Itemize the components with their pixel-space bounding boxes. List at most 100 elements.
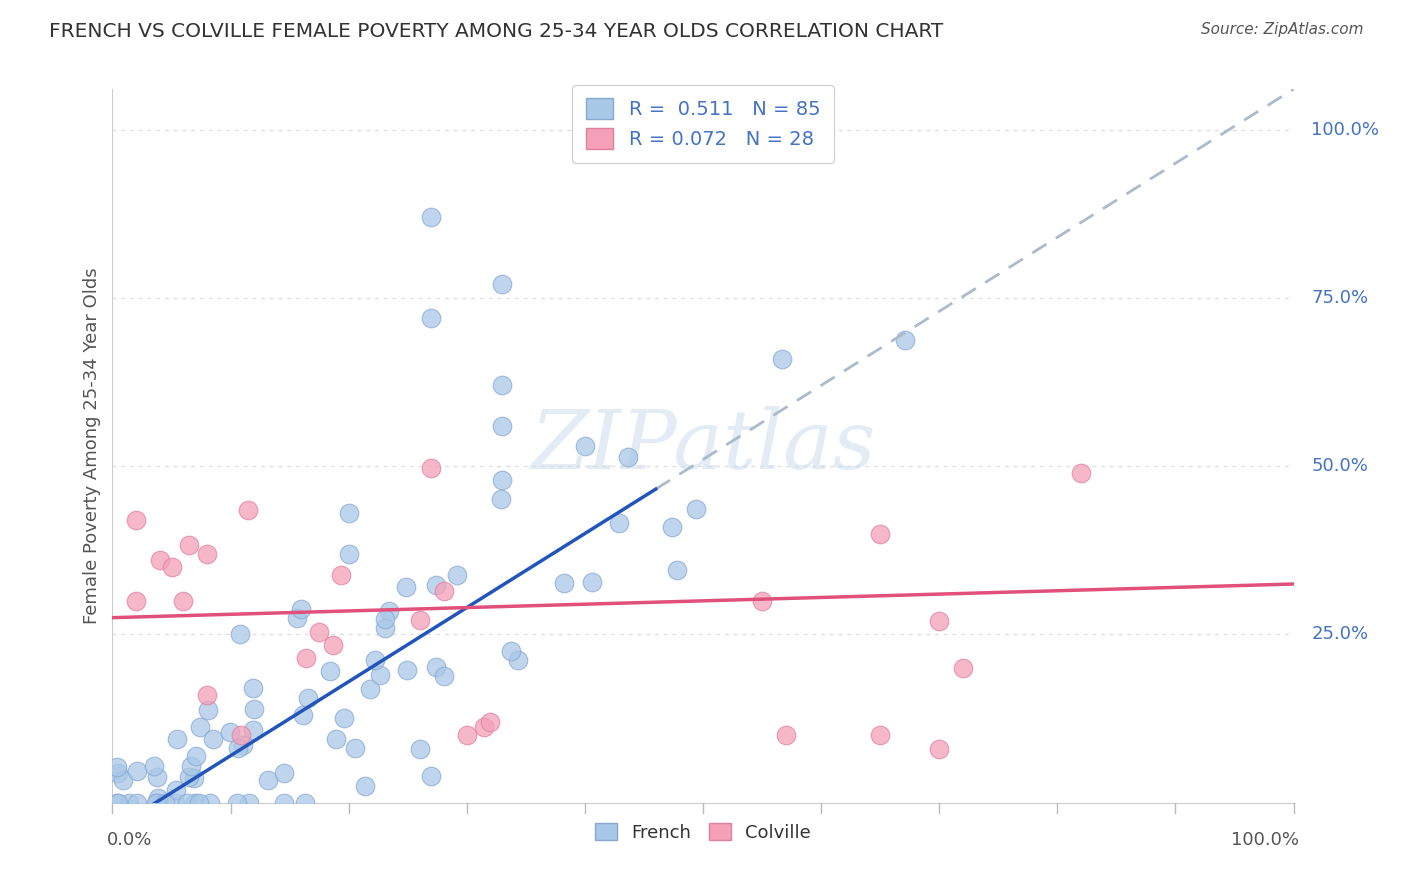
Point bbox=[479, 714, 502, 729]
Point bbox=[491, 473, 513, 487]
Point bbox=[374, 612, 396, 626]
Text: ZIPatlas: ZIPatlas bbox=[530, 406, 876, 486]
Y-axis label: Female Poverty Among 25-34 Year Olds: Female Poverty Among 25-34 Year Olds bbox=[83, 268, 101, 624]
Point bbox=[172, 594, 194, 608]
Point bbox=[125, 796, 148, 810]
Point bbox=[574, 439, 596, 453]
Point bbox=[297, 690, 319, 705]
Point bbox=[329, 567, 352, 582]
Point bbox=[228, 740, 250, 755]
Point bbox=[243, 702, 266, 716]
Point bbox=[197, 703, 219, 717]
Point bbox=[491, 418, 513, 433]
Point bbox=[107, 796, 129, 810]
Point bbox=[183, 772, 205, 786]
Point bbox=[666, 563, 689, 577]
Point bbox=[378, 604, 401, 618]
Point bbox=[319, 664, 342, 678]
Point bbox=[661, 520, 683, 534]
Point bbox=[111, 772, 134, 787]
Point bbox=[395, 663, 418, 677]
Point bbox=[188, 796, 211, 810]
Point bbox=[177, 770, 200, 784]
Legend: French, Colville: French, Colville bbox=[586, 814, 820, 851]
Point bbox=[337, 506, 360, 520]
Point bbox=[408, 742, 430, 756]
Point bbox=[285, 611, 308, 625]
Point bbox=[183, 796, 205, 810]
Point bbox=[374, 621, 396, 635]
Point bbox=[368, 667, 391, 681]
Point bbox=[499, 644, 522, 658]
Point bbox=[433, 668, 456, 682]
Point bbox=[952, 661, 974, 675]
Point bbox=[238, 796, 260, 810]
Text: 75.0%: 75.0% bbox=[1312, 289, 1368, 307]
Point bbox=[200, 796, 222, 810]
Text: 25.0%: 25.0% bbox=[1312, 625, 1368, 643]
Text: 0.0%: 0.0% bbox=[107, 831, 152, 849]
Point bbox=[1070, 466, 1092, 480]
Point bbox=[420, 769, 443, 783]
Point bbox=[508, 652, 530, 666]
Point bbox=[425, 578, 447, 592]
Point bbox=[180, 758, 202, 772]
Point bbox=[420, 210, 443, 224]
Point bbox=[188, 720, 211, 734]
Point bbox=[232, 738, 254, 752]
Point bbox=[125, 594, 148, 608]
Point bbox=[869, 526, 891, 541]
Point bbox=[242, 681, 264, 695]
Point bbox=[202, 731, 225, 746]
Point bbox=[489, 491, 512, 506]
Point bbox=[177, 538, 200, 552]
Point bbox=[146, 770, 169, 784]
Point bbox=[125, 513, 148, 527]
Point bbox=[153, 796, 176, 810]
Point bbox=[433, 583, 456, 598]
Point bbox=[456, 729, 478, 743]
Point bbox=[160, 560, 183, 574]
Point bbox=[322, 638, 344, 652]
Point bbox=[118, 796, 141, 810]
Point bbox=[616, 450, 638, 465]
Point bbox=[166, 731, 188, 746]
Point bbox=[344, 740, 367, 755]
Point bbox=[775, 729, 797, 743]
Point bbox=[105, 760, 128, 774]
Point bbox=[176, 796, 198, 810]
Point bbox=[364, 653, 387, 667]
Point bbox=[294, 796, 316, 810]
Point bbox=[291, 708, 314, 723]
Point bbox=[685, 502, 707, 516]
Point bbox=[229, 728, 252, 742]
Text: 50.0%: 50.0% bbox=[1312, 458, 1368, 475]
Point bbox=[751, 594, 773, 608]
Point bbox=[928, 614, 950, 628]
Point bbox=[165, 796, 187, 810]
Point bbox=[409, 613, 432, 627]
Point bbox=[242, 723, 264, 738]
Point bbox=[491, 277, 513, 292]
Point bbox=[226, 796, 249, 810]
Point bbox=[105, 796, 128, 810]
Point bbox=[125, 764, 148, 778]
Point bbox=[359, 682, 381, 697]
Point bbox=[308, 625, 330, 640]
Point bbox=[491, 378, 513, 392]
Point bbox=[446, 568, 468, 582]
Point bbox=[607, 516, 630, 531]
Point bbox=[228, 627, 250, 641]
Point bbox=[325, 731, 347, 746]
Point bbox=[770, 352, 793, 367]
Point bbox=[195, 689, 218, 703]
Point bbox=[107, 766, 129, 780]
Point bbox=[553, 575, 575, 590]
Point bbox=[295, 651, 318, 665]
Point bbox=[273, 796, 295, 810]
Point bbox=[184, 748, 207, 763]
Point bbox=[142, 759, 165, 773]
Text: 100.0%: 100.0% bbox=[1312, 120, 1379, 138]
Point bbox=[894, 333, 917, 347]
Point bbox=[420, 461, 443, 475]
